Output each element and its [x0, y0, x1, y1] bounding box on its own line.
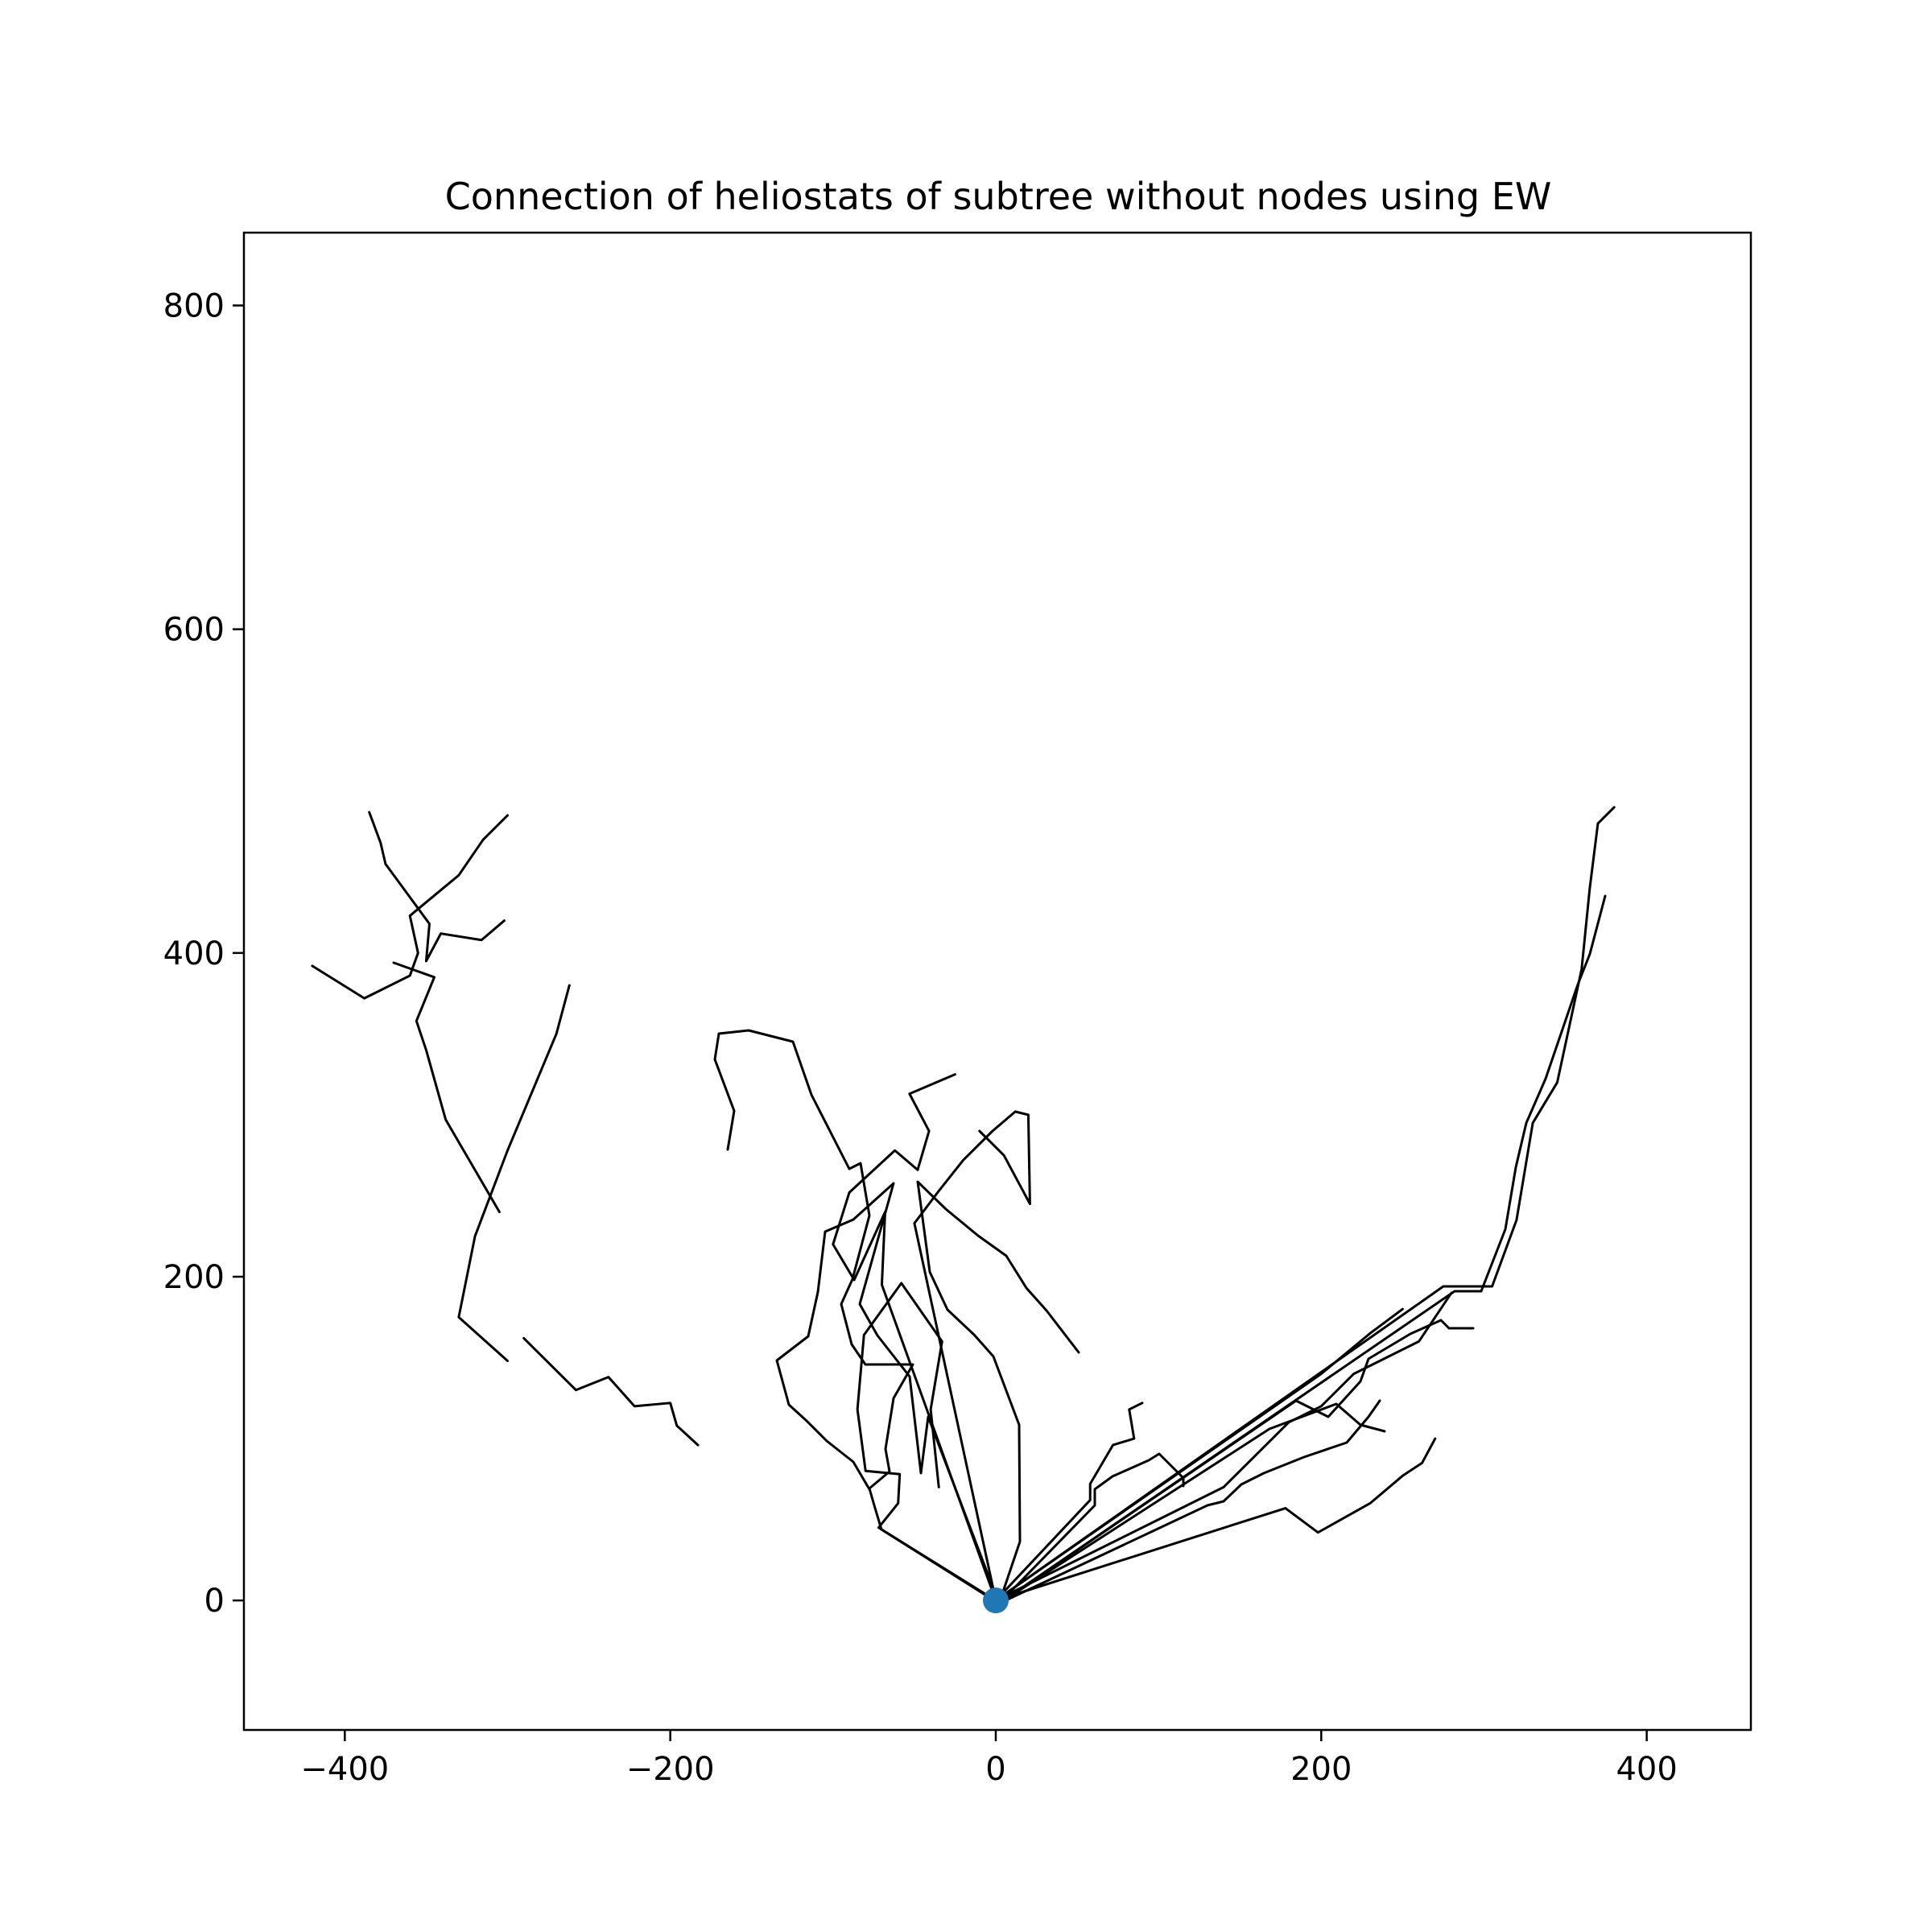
branch-line — [916, 1180, 1080, 1605]
branch-line — [997, 1452, 1185, 1605]
branch-line — [856, 1282, 997, 1602]
branch-line — [994, 1402, 1144, 1602]
x-axis: −400 −200 0 200 400 — [300, 1730, 1678, 1788]
branch-line — [913, 1110, 1031, 1602]
branch-line — [832, 1073, 997, 1602]
y-tick-label: 0 — [204, 1583, 225, 1620]
branch-line — [994, 1437, 1437, 1602]
y-tick-label: 600 — [163, 612, 225, 649]
branch-line — [457, 984, 571, 1363]
branch-line — [997, 1402, 1386, 1605]
branch-line — [775, 1182, 1001, 1605]
plot-frame — [242, 231, 1752, 1732]
y-tick-label: 400 — [163, 935, 225, 972]
y-tick-label: 800 — [163, 287, 225, 324]
x-tick-label: 400 — [1616, 1751, 1677, 1788]
x-tick-label: −400 — [300, 1751, 389, 1788]
x-tick-label: −200 — [626, 1751, 715, 1788]
branch-line — [994, 1307, 1404, 1602]
chart-title: Connection of heliostats of subtree with… — [445, 175, 1552, 218]
x-tick-label: 200 — [1290, 1751, 1352, 1788]
branch-line — [311, 814, 509, 1000]
branch-line — [368, 811, 506, 963]
branch-line — [994, 1291, 1453, 1602]
x-tick-label: 0 — [985, 1751, 1005, 1788]
branch-line — [997, 894, 1607, 1605]
branch-line — [994, 806, 1616, 1602]
y-tick-label: 200 — [163, 1259, 225, 1296]
branch-lines — [311, 806, 1616, 1605]
branch-line — [997, 1319, 1475, 1605]
branch-line — [392, 961, 501, 1214]
y-axis: 0 200 400 600 800 — [163, 287, 244, 1620]
receiver-root-point — [982, 1587, 1009, 1614]
plot-area — [311, 806, 1616, 1614]
branch-line — [713, 1029, 1001, 1605]
branch-line — [522, 1336, 700, 1447]
